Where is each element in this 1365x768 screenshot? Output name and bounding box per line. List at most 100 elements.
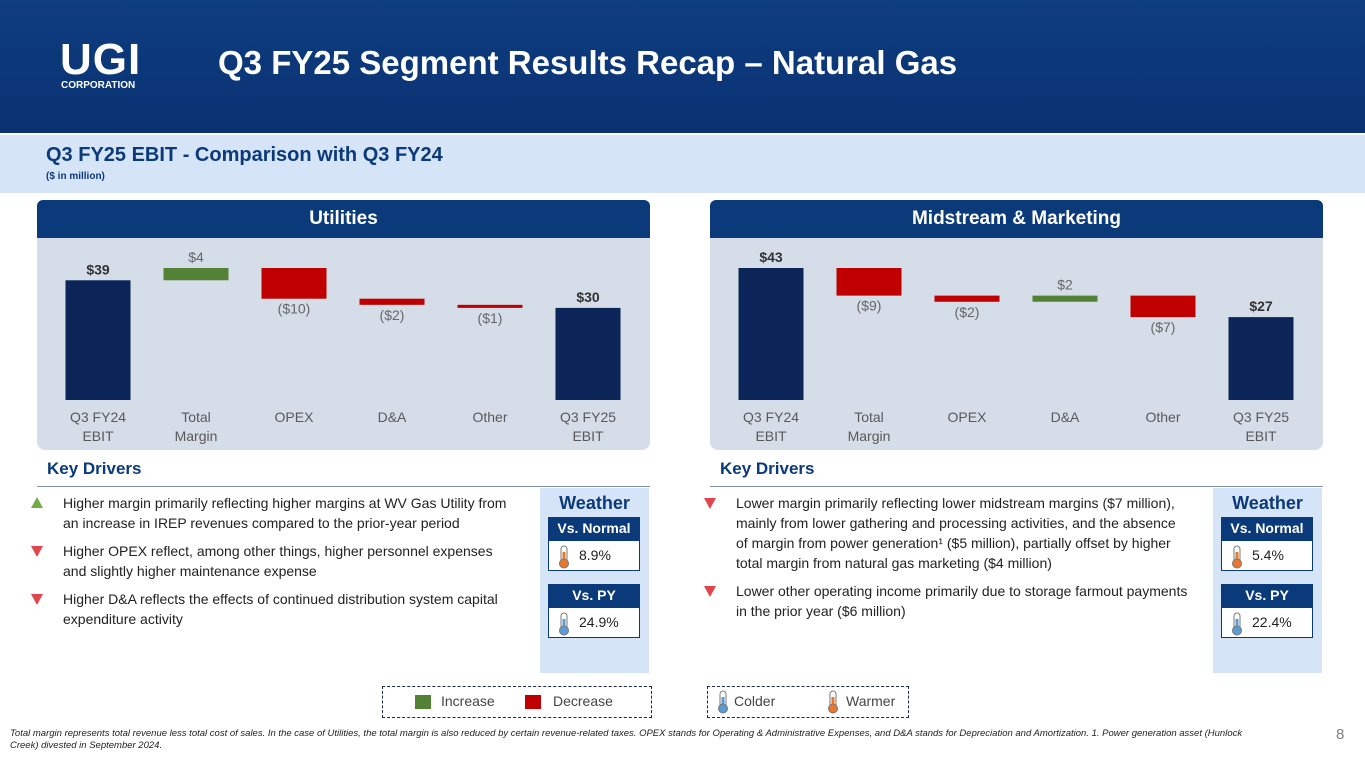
x-tick-label: Q3 FY24 EBIT: [742, 409, 800, 444]
direction-arrow: [704, 498, 716, 509]
weather-column: [1213, 488, 1322, 673]
x-tick-label: Q3 FY25 EBIT: [1232, 409, 1290, 444]
bar: [934, 295, 1000, 302]
weather-value: 5.4%: [1252, 547, 1284, 563]
weather-title: Weather: [559, 493, 630, 513]
divider: [37, 486, 650, 487]
weather-column: [540, 488, 649, 673]
driver-text: Higher OPEX reflect, among other things,…: [63, 543, 493, 579]
thermo-bulb: [718, 703, 728, 714]
thermo-bulb: [559, 625, 569, 636]
x-tick-label: OPEX: [274, 409, 314, 425]
value-label: ($2): [955, 304, 980, 320]
weather-title: Weather: [1232, 493, 1303, 513]
driver-text: Higher margin primarily reflecting highe…: [63, 495, 507, 531]
thermo-fill: [562, 552, 566, 563]
x-tick-label: OPEX: [947, 409, 987, 425]
thermo-bulb: [1232, 558, 1242, 569]
value-label: ($7): [1151, 319, 1176, 335]
driver-item: Higher OPEX reflect, among other things,…: [31, 541, 517, 581]
legend-label: Increase: [441, 693, 495, 709]
footnote: Total margin represents total revenue le…: [10, 728, 1243, 751]
legend-icon: [826, 690, 840, 717]
thermo-bulb: [559, 558, 569, 569]
driver-item: Lower other operating income primarily d…: [704, 581, 1190, 621]
weather-value: 22.4%: [1252, 614, 1292, 630]
driver-item: Higher D&A reflects the effects of conti…: [31, 589, 517, 629]
triangle: [704, 498, 716, 509]
thermo-bulb: [828, 703, 838, 714]
unit-note: ($ in million): [46, 171, 105, 182]
thermo-bulb: [1232, 625, 1242, 636]
weather-label: Vs. Normal: [548, 517, 640, 540]
bar: [457, 304, 523, 308]
value-label: $27: [1249, 298, 1273, 314]
x-tick-label: Q3 FY25 EBIT: [559, 409, 617, 444]
weather-value: 24.9%: [579, 614, 619, 630]
thermometer-icon: [828, 690, 838, 714]
panel-title: Utilities: [37, 200, 650, 238]
bar: [65, 280, 131, 400]
driver-item: Lower margin primarily reflecting lower …: [704, 493, 1190, 573]
legend-label: Decrease: [553, 693, 613, 709]
legend-label: Colder: [734, 693, 776, 709]
triangle: [31, 546, 43, 557]
triangle: [704, 586, 716, 597]
value-label: $2: [1057, 277, 1073, 293]
value-label: $39: [86, 261, 110, 277]
bar: [836, 268, 902, 296]
subheader-band: [0, 135, 1365, 193]
key-drivers-title: Key Drivers: [47, 459, 142, 478]
divider: [710, 486, 1323, 487]
legend-swatch: [415, 695, 431, 709]
weather-label: Vs. Normal: [1221, 517, 1313, 540]
legend-weather: Colder Warmer: [707, 686, 909, 718]
panel-body: $43 ($9) ($2) $2 ($7) $27 Q3 FY24 EBIT Total Ma…: [710, 238, 1323, 450]
x-tick-label: Q3 FY24 EBIT: [69, 409, 127, 444]
x-tick-label: Other: [472, 409, 508, 425]
driver-item: Higher margin primarily reflecting highe…: [31, 493, 517, 533]
key-drivers-title: Key Drivers: [720, 459, 815, 478]
x-tick-label: D&A: [377, 409, 407, 425]
x-tick-label: D&A: [1050, 409, 1080, 425]
weather-label: Vs. PY: [1221, 584, 1313, 607]
legend-label: Warmer: [846, 693, 896, 709]
value-label: ($9): [857, 298, 882, 314]
thermometer-icon: [559, 545, 569, 569]
header-band: [0, 0, 1365, 133]
x-tick-label: Total Margin: [847, 409, 891, 444]
driver-text: Higher D&A reflects the effects of conti…: [63, 591, 498, 627]
value-label: ($2): [380, 307, 405, 323]
thermo-fill: [1235, 619, 1239, 630]
slide-title: Q3 FY25 Segment Results Recap – Natural …: [218, 44, 958, 81]
weather-value-box: 5.4%: [1221, 540, 1313, 571]
direction-arrow: [704, 586, 716, 597]
bar: [738, 268, 804, 400]
logo: UGI: [60, 35, 142, 84]
value-label: $30: [576, 289, 600, 305]
weather-value-box: 24.9%: [548, 607, 640, 638]
thermometer-icon: [1232, 545, 1242, 569]
weather-label: Vs. PY: [548, 584, 640, 607]
weather-value-box: 8.9%: [548, 540, 640, 571]
thermo-fill: [562, 619, 566, 630]
section-title: Q3 FY25 EBIT - Comparison with Q3 FY24: [46, 144, 443, 166]
value-label: ($10): [278, 301, 311, 317]
weather-value-box: 22.4%: [1221, 607, 1313, 638]
bar: [359, 298, 425, 305]
x-tick-label: Total Margin: [174, 409, 218, 444]
panel-body: $39 $4 ($10) ($2) ($1) $30 Q3 FY24 EBIT Total M…: [37, 238, 650, 450]
value-label: $4: [188, 249, 204, 265]
triangle: [31, 594, 43, 605]
bar: [1228, 317, 1294, 400]
waterfall-chart: $43 ($9) ($2) $2 ($7) $27: [738, 249, 1294, 400]
value-label: ($1): [478, 310, 503, 326]
panel-title: Midstream & Marketing: [710, 200, 1323, 238]
bar: [261, 268, 327, 299]
drivers-list: Lower margin primarily reflecting lower …: [704, 493, 1190, 629]
bar: [163, 268, 229, 281]
thermo-fill: [721, 697, 725, 708]
bar: [555, 307, 621, 400]
weather-value: 8.9%: [579, 547, 611, 563]
